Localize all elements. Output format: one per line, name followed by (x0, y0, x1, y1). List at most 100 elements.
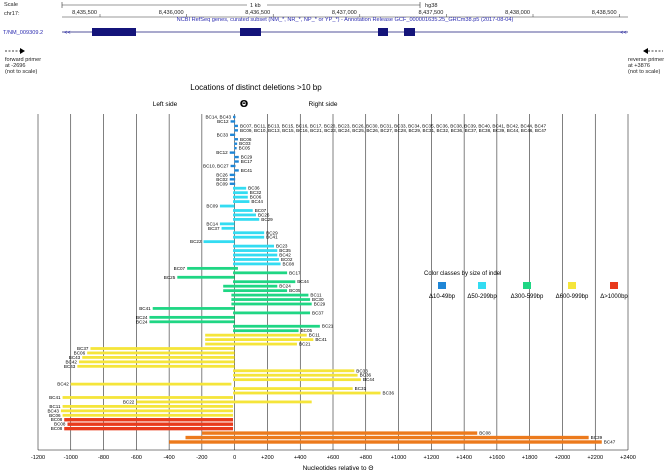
bar-label: BC03 (239, 141, 251, 146)
ruler-tick-label: 8,437,500 (419, 10, 444, 16)
legend-label: Δ>1000bp (600, 294, 628, 300)
bar-label: BC22 (123, 399, 135, 404)
bar-label: BC08 (51, 417, 63, 422)
x-tick-label: -1200 (31, 455, 45, 461)
deletion-bar (223, 284, 278, 288)
deletion-bar (62, 396, 234, 399)
deletion-bar (233, 391, 381, 395)
deletion-bar (70, 382, 232, 386)
deletion-bar (169, 440, 602, 444)
deletion-bar (233, 387, 353, 390)
x-tick-label: +200 (261, 455, 274, 461)
bar-label: BC12 (217, 119, 229, 124)
deletion-bar (187, 266, 238, 270)
bar-label: BC17 (289, 270, 301, 275)
bar-label: BC11 (309, 333, 321, 338)
bar-label: BC37 (208, 226, 220, 231)
x-axis-label: Nucleotides relative to Θ (303, 465, 374, 472)
deletion-bar (67, 422, 234, 426)
bar-label: BC33 (217, 132, 229, 137)
bar-label: BC06 (49, 413, 61, 418)
deletion-bar (233, 209, 253, 212)
bar-label: BC42 (65, 359, 77, 364)
deletion-bar (149, 315, 235, 319)
x-tick-label: +1600 (489, 455, 505, 461)
bar-label: BC41 (139, 306, 151, 311)
deletion-bar (149, 320, 235, 324)
bar-label: BC07 (255, 208, 267, 213)
deletion-bar (233, 369, 355, 373)
bar-label: BC37 (77, 346, 89, 351)
scale-text: 1 kb (250, 3, 261, 9)
deletion-bar (233, 249, 278, 252)
deletion-bar (234, 146, 237, 150)
deletion-bar (234, 142, 238, 145)
bar-label: BC21 (299, 342, 311, 347)
bar-label: BC42 (57, 382, 69, 387)
bar-label: BC14, BC43 (205, 115, 231, 120)
bar-label: BC24 (279, 284, 291, 289)
deletion-bar (201, 431, 478, 435)
bar-label: BC10, BC27 (203, 163, 229, 168)
chrom-label: chr17: (4, 11, 20, 17)
bar-label: BC44 (363, 377, 375, 382)
deletion-bar (82, 356, 235, 359)
bar-label: BC29 (314, 301, 326, 306)
bar-label: BC26 (258, 212, 270, 217)
bar-label: BC22 (190, 239, 202, 244)
bar-label: BC25 (164, 275, 176, 280)
bar-label: BC32 (250, 190, 262, 195)
deletion-bar (229, 151, 236, 154)
legend-title: Color classes by size of indel (424, 271, 501, 277)
bar-label: BC07 (174, 266, 186, 271)
legend-label: Δ50-299bp (467, 294, 497, 300)
bar-label: BC09, BC10, BC13, BC15, BC16, BC21, BC23… (240, 128, 547, 133)
bar-label: BC41 (315, 337, 327, 342)
ruler-tick-label: 8,435,500 (72, 10, 97, 16)
bar-label: BC47 (604, 440, 616, 445)
bar-label: BC21 (322, 324, 334, 329)
deletion-bar (64, 426, 234, 431)
bar-label: BC33 (356, 368, 368, 373)
bar-label: BC43 (69, 355, 81, 360)
bar-label: BC05 (289, 288, 301, 293)
legend-swatch (438, 282, 446, 289)
bar-label: BC41 (241, 168, 253, 173)
reverse-primer-line3: (not to scale) (628, 69, 660, 75)
deletion-bar (136, 400, 312, 404)
deletion-bar (233, 311, 311, 315)
bar-label: BC12 (216, 150, 228, 155)
bar-label: BC11 (49, 404, 61, 409)
deletion-bar (231, 302, 312, 306)
theta-symbol: Θ (240, 99, 249, 110)
deletion-bar (152, 307, 235, 310)
deletion-bar (205, 338, 314, 342)
deletion-bar (233, 213, 256, 217)
gene-label[interactable]: T/NM_009309.2 (3, 30, 43, 36)
deletion-bar (230, 120, 236, 123)
assembly-label: hg38 (425, 3, 437, 9)
bar-label: BC37 (312, 310, 324, 315)
deletion-bar (233, 373, 358, 377)
bar-label: BC23 (276, 244, 288, 249)
bar-label: BC29 (261, 217, 273, 222)
bar-label: BC14 (206, 221, 218, 226)
x-tick-label: +2200 (587, 455, 603, 461)
deletion-bar (87, 351, 235, 355)
bar-label: BC36 (360, 373, 372, 378)
bar-label: BC08 (283, 261, 295, 266)
legend-label: Δ10-49bp (429, 294, 456, 300)
deletion-bar (229, 182, 236, 185)
gene-model[interactable]: << << (62, 28, 628, 36)
ruler-tick-label: 8,436,000 (159, 10, 184, 16)
x-tick-label: +2000 (555, 455, 571, 461)
ruler-tick-label: 8,436,500 (245, 10, 270, 16)
deletion-bar (233, 244, 274, 248)
bar-label: BC41 (49, 395, 61, 400)
deletion-bar (233, 231, 265, 235)
right-side-label: Right side (309, 101, 338, 108)
bar-label: BC44 (251, 199, 263, 204)
coordinate-ruler: 8,435,500 8,436,000 8,436,500 8,437,000 8,43… (62, 10, 628, 18)
bar-label: BC29 (241, 155, 253, 160)
x-tick-label: +800 (359, 455, 372, 461)
